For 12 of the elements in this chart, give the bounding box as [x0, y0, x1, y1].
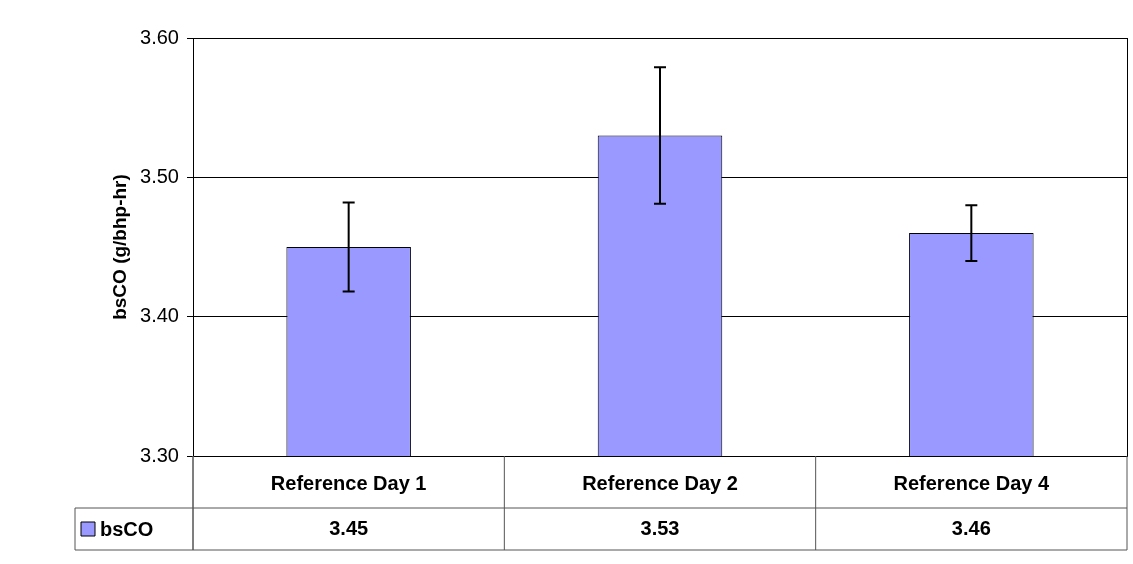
y-tick-label: 3.60 — [140, 25, 179, 48]
data-label: 3.53 — [640, 516, 680, 539]
x-tick-label: Reference Day 2 — [582, 471, 738, 494]
y-axis-title: bsCO (g/bhp-hr) — [108, 174, 130, 320]
x-tick-label: Reference Day 1 — [270, 471, 427, 494]
data-label: 3.45 — [329, 516, 369, 539]
x-tick-label: Reference Day 4 — [893, 471, 1051, 494]
data-label: 3.46 — [951, 516, 991, 539]
y-tick-label: 3.50 — [140, 164, 179, 187]
y-tick-label: 3.30 — [140, 443, 179, 466]
legend-label: bsCO — [100, 517, 154, 540]
y-tick-label: 3.40 — [140, 304, 179, 327]
